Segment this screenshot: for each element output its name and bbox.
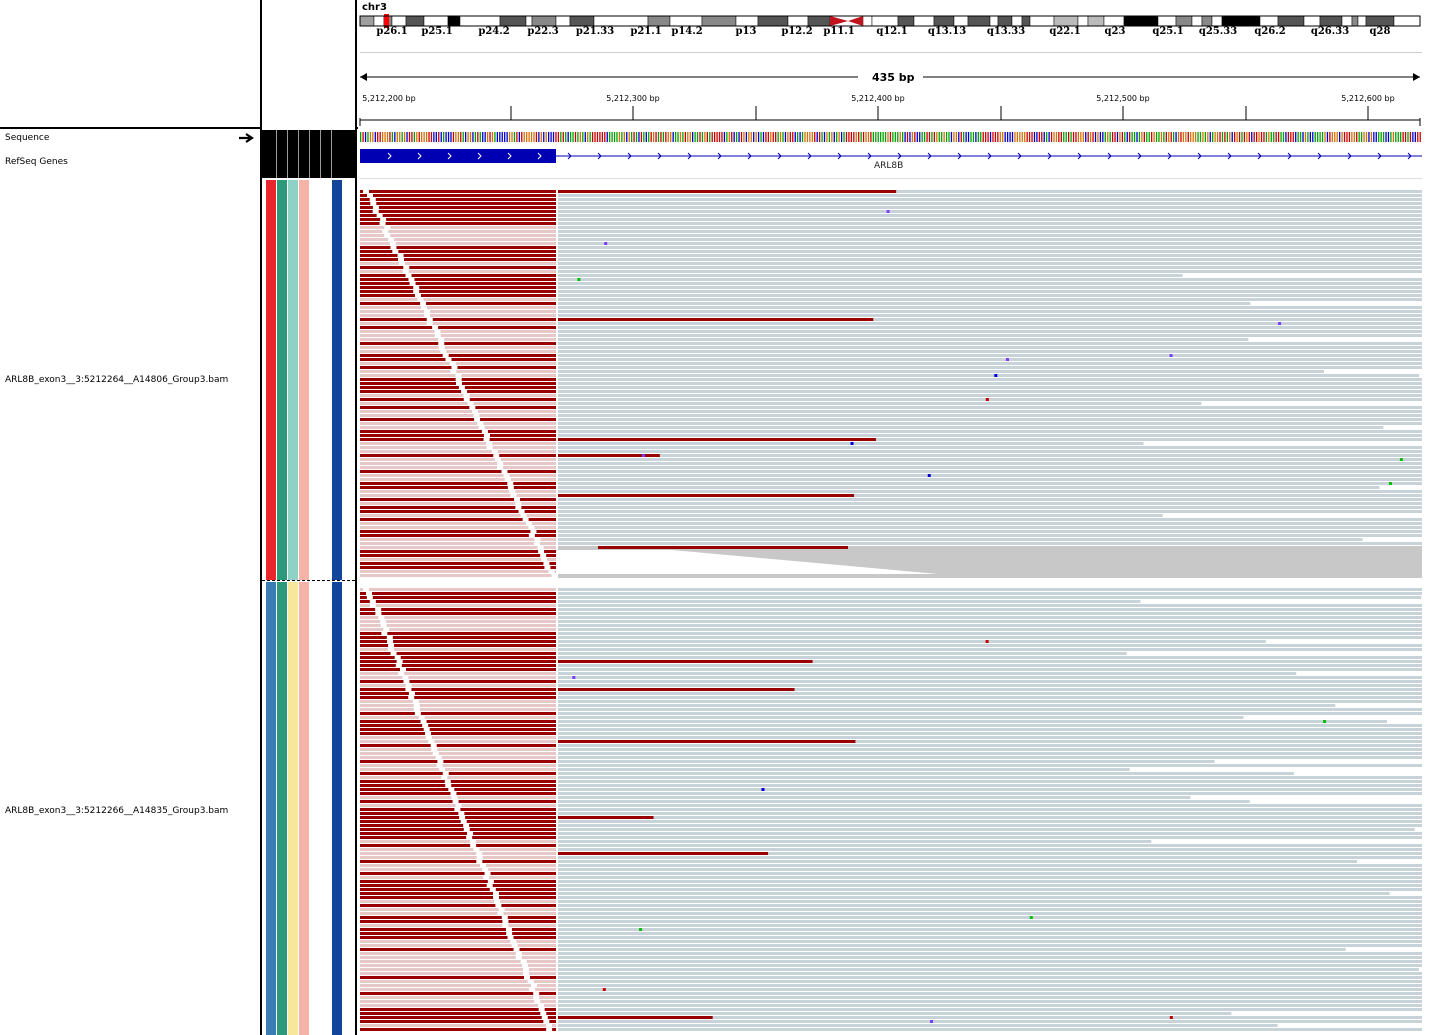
attribute-color-cell[interactable]: [310, 180, 320, 580]
gene-name-label[interactable]: ARL8B: [874, 161, 904, 171]
cytoband-label: p21.33: [575, 26, 615, 37]
span-label: 435 bp: [872, 71, 915, 84]
chromosome-ideogram[interactable]: [358, 14, 1428, 28]
cytoband-label: q13.33: [986, 26, 1026, 37]
cytoband-label: p21.1: [630, 26, 662, 37]
cytoband-label: p25.1: [421, 26, 453, 37]
ruler-tick-label: 5,212,300 bp: [606, 94, 660, 103]
attribute-color-cell[interactable]: [332, 180, 342, 580]
sequence-track[interactable]: [360, 131, 1422, 143]
cytoband-label: q12.1: [876, 26, 908, 37]
span-arrow: [360, 73, 1420, 81]
attribute-header-separator: [298, 130, 299, 178]
bam-track-label-1[interactable]: ARL8B_exon3__3:5212264__A14806_Group3.ba…: [5, 375, 229, 385]
attribute-color-cell[interactable]: [277, 582, 287, 1035]
attribute-header-separator: [331, 130, 332, 178]
cytoband-label: p22.3: [527, 26, 559, 37]
gap-wedge: [558, 550, 938, 574]
attribute-color-cell[interactable]: [288, 180, 298, 580]
softclip-extension: [598, 546, 848, 549]
ruler-tick-label: 5,212,200 bp: [362, 94, 416, 103]
data-panel[interactable]: chr3 p26.1 p25.1 p24.2 p22.3 p21.33 p21.1 p14.…: [358, 0, 1440, 1035]
deletion-read-block[interactable]: [558, 546, 1422, 578]
attribute-header-separator: [320, 130, 321, 178]
strand-arrow-icon[interactable]: [238, 132, 256, 144]
read-pileup[interactable]: [360, 588, 1422, 1035]
ideogram-divider: [360, 52, 1422, 53]
panel-divider[interactable]: [354, 0, 357, 1035]
attribute-columns[interactable]: [262, 0, 355, 1035]
ruler[interactable]: [358, 104, 1426, 128]
attribute-panel: [262, 0, 355, 1035]
cytoband-label: p12.2: [781, 26, 813, 37]
track-group-separator: [262, 580, 355, 581]
attribute-color-cell[interactable]: [299, 180, 309, 580]
attribute-color-cell[interactable]: [288, 582, 298, 1035]
attribute-color-cell[interactable]: [266, 582, 276, 1035]
cytoband-label: q13.13: [927, 26, 967, 37]
track-name-panel: Sequence RefSeq Genes ARL8B_exon3__3:521…: [0, 0, 260, 1035]
cytoband-label: q28: [1369, 26, 1391, 37]
attribute-color-cell[interactable]: [332, 582, 342, 1035]
attribute-header-separator: [287, 130, 288, 178]
attribute-color-cell[interactable]: [299, 582, 309, 1035]
attribute-color-cell[interactable]: [310, 582, 320, 1035]
attribute-color-cell[interactable]: [277, 180, 287, 580]
panel-divider[interactable]: [260, 0, 263, 1035]
cytoband-label: q25.1: [1152, 26, 1184, 37]
gene-track-divider: [360, 178, 1422, 179]
attribute-header-block: [262, 130, 355, 178]
sequence-track-label[interactable]: Sequence: [5, 133, 50, 143]
cytoband-label: p24.2: [478, 26, 510, 37]
cytoband-label: p13: [735, 26, 757, 37]
ruler-tick-label: 5,212,600 bp: [1341, 94, 1395, 103]
alignment-track-1[interactable]: [360, 190, 1422, 580]
read-pileup[interactable]: [360, 190, 1422, 580]
cytoband-label: p26.1: [376, 26, 408, 37]
alignment-track-2[interactable]: [360, 588, 1422, 1035]
cytoband-label: q26.33: [1310, 26, 1350, 37]
cytoband-label: q22.1: [1049, 26, 1081, 37]
cytoband-label: q23: [1104, 26, 1126, 37]
attribute-header-separator: [276, 130, 277, 178]
chromosome-name: chr3: [362, 2, 387, 13]
bam-track-label-2[interactable]: ARL8B_exon3__3:5212266__A14835_Group3.ba…: [5, 806, 229, 816]
cytoband-label: q25.33: [1198, 26, 1238, 37]
cytoband-label: q26.2: [1254, 26, 1286, 37]
attribute-header-separator: [309, 130, 310, 178]
cytoband-label: p14.2: [671, 26, 703, 37]
refseq-gene-track[interactable]: [360, 148, 1422, 164]
attribute-color-cell[interactable]: [266, 180, 276, 580]
ruler-tick-label: 5,212,500 bp: [1096, 94, 1150, 103]
cytoband-label: p11.1: [823, 26, 855, 37]
refseq-track-label[interactable]: RefSeq Genes: [5, 157, 68, 167]
ruler-tick-label: 5,212,400 bp: [851, 94, 905, 103]
